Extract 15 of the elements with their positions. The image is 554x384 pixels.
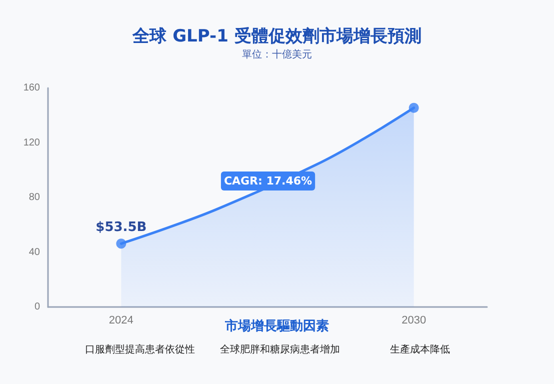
chart-subtitle: 單位：十億美元 [242, 48, 312, 60]
text: 生產成本降低 [390, 344, 450, 356]
y-tick-label: 0 [34, 302, 40, 312]
y-tick-label: 120 [23, 137, 40, 148]
y-tick-label: 160 [23, 82, 40, 94]
annotation: CAGR: 17.46% [224, 174, 312, 188]
y-tick-label: 80 [28, 192, 40, 203]
y-tick-label: 40 [28, 246, 40, 258]
text: 全球肥胖和糖尿病患者增加 [220, 344, 340, 356]
text: 口服劑型提高患者依從性 [85, 344, 195, 356]
x-tick-label: 2030 [402, 314, 426, 326]
x-axis-title: 市場增長驅動因素 [224, 318, 329, 334]
annotation: $53.5B [96, 220, 147, 235]
chart-title: 全球 GLP-1 受體促效劑市場增長預測 [132, 26, 422, 46]
x-tick-label: 2024 [108, 314, 134, 326]
